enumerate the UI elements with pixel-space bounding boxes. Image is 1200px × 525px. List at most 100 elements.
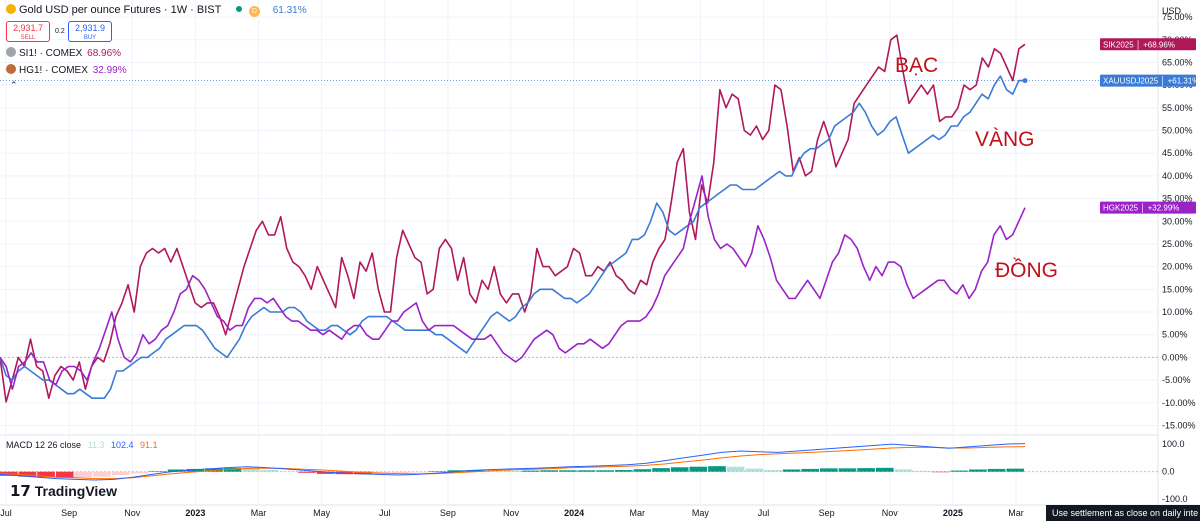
x-tick-label: Nov: [503, 508, 520, 518]
badge-layer[interactable]: SIK2025 │ +68.96% XAUUSDJ2025 │ +61.31% HG…: [1100, 38, 1199, 214]
series-annotation: BẠC: [895, 54, 938, 77]
x-tick-label: Sep: [61, 508, 77, 518]
copper-change: 32.99%: [92, 65, 127, 76]
main-title: Gold USD per ounce Futures · 1W · BIST: [19, 4, 222, 16]
macd-hist-bar: [1006, 468, 1024, 472]
buy-button[interactable]: 2,931.9 BUY: [68, 21, 112, 42]
x-tick-label: Jul: [379, 508, 391, 518]
x-tick-label: Mar: [1008, 508, 1024, 518]
series-badge[interactable]: [1100, 74, 1196, 87]
y-tick-label: 20.00%: [1162, 262, 1193, 272]
buy-label: BUY: [83, 35, 97, 41]
macd-hist-bar: [820, 468, 838, 472]
macd-hist-bar: [18, 471, 37, 477]
main-change: 61.31%: [272, 5, 307, 16]
sell-button[interactable]: 2,931.7 SELL: [6, 21, 50, 42]
tradingview-logo-text: TradingView: [34, 483, 117, 499]
macd-hist-bar: [670, 467, 689, 472]
macd-hist-bar: [521, 470, 540, 472]
macd-value-hist: 11.3: [87, 440, 105, 450]
series-badge-text: XAUUSDJ2025 │ +61.31%: [1103, 76, 1199, 87]
macd-hist-bar: [260, 470, 279, 472]
macd-hist-bar: [447, 470, 465, 472]
silver-change: 68.96%: [87, 48, 122, 59]
series-layer: [0, 34, 1028, 403]
y-tick-label: 30.00%: [1162, 216, 1193, 226]
macd-hist-bar: [540, 470, 559, 472]
x-tick-label: Jul: [758, 508, 770, 518]
settlement-note: Use settlement as close on daily inte: [1046, 505, 1200, 521]
macd-hist-bar: [37, 471, 55, 478]
y-tick-label: 40.00%: [1162, 171, 1193, 181]
macd-hist-bar: [745, 468, 764, 472]
macd-hist-bar: [391, 471, 409, 474]
x-tick-label: 2023: [185, 508, 205, 518]
macd-line: [0, 443, 1026, 481]
macd-hist-bar: [894, 469, 913, 472]
macd-hist-bar: [615, 470, 633, 472]
y-tick-label: -10.00%: [1162, 398, 1196, 408]
legend-row-main: Gold USD per ounce Futures · 1W · BIST D…: [6, 4, 307, 17]
y-tick-label: 5.00%: [1162, 330, 1188, 340]
macd-tick-label: -100.0: [1162, 494, 1188, 504]
tradingview-logo-icon: 𝟭𝟳: [10, 483, 31, 500]
x-tick-label: Sep: [819, 508, 835, 518]
y-tick-label: 75.00%: [1162, 12, 1193, 22]
x-tick-label: Sep: [440, 508, 456, 518]
macd-value-signal: 91.1: [139, 440, 158, 450]
series-line-hgk2025: [0, 175, 1026, 391]
series-badge-text: HGK2025 │ +32.99%: [1103, 203, 1179, 214]
collapse-legend-icon[interactable]: ⌃: [10, 80, 18, 90]
series-badge-text: SIK2025 │ +68.96%: [1103, 39, 1175, 50]
x-tick-label: Mar: [251, 508, 267, 518]
macd-hist-bar: [503, 470, 521, 472]
y-tick-label: 65.00%: [1162, 57, 1193, 67]
d-badge[interactable]: D: [248, 6, 260, 17]
grid-layer: [0, 0, 1158, 505]
macd-hist-bar: [354, 471, 372, 475]
macd-value-line: 102.4: [110, 440, 134, 450]
series-annotation: VÀNG: [975, 128, 1035, 151]
x-tick-label: Mar: [630, 508, 646, 518]
tradingview-logo[interactable]: 𝟭𝟳 TradingView: [10, 482, 117, 500]
x-tick-label: Jul: [0, 508, 12, 518]
x-tick-label: Nov: [124, 508, 141, 518]
silver-series-name: SI1! · COMEX: [19, 48, 83, 59]
macd-legend[interactable]: MACD 12 26 close 11.3 102.4 91.1: [6, 440, 158, 450]
macd-layer: [0, 443, 1026, 481]
price-scale-unit: USD: [1162, 6, 1182, 16]
macd-hist-bar: [111, 471, 130, 475]
macd-hist-bar: [782, 469, 801, 472]
macd-hist-bar: [242, 468, 260, 472]
macd-hist-bar: [167, 469, 186, 472]
y-tick-label: 45.00%: [1162, 148, 1193, 158]
macd-tick-label: 100.0: [1162, 439, 1185, 449]
macd-tick-label: 0.0: [1162, 467, 1175, 477]
last-point-marker: [1022, 78, 1028, 84]
legend-row-copper[interactable]: HG1! · COMEX 32.99%: [6, 64, 127, 76]
series-annotation: ĐỒNG: [995, 258, 1058, 282]
x-tick-label: May: [313, 508, 331, 518]
legend-row-silver[interactable]: SI1! · COMEX 68.96%: [6, 47, 121, 59]
y-tick-label: -15.00%: [1162, 420, 1196, 430]
macd-hist-bar: [969, 469, 987, 472]
x-tick-label: Nov: [882, 508, 899, 518]
macd-hist-bar: [950, 470, 969, 472]
macd-hist-bar: [801, 468, 819, 472]
macd-hist-bar: [130, 471, 149, 474]
macd-hist-bar: [223, 468, 242, 472]
series-badge[interactable]: [1100, 201, 1196, 214]
macd-hist-bar: [689, 466, 708, 472]
y-tick-label: 55.00%: [1162, 103, 1193, 113]
macd-label: MACD 12 26 close: [6, 440, 82, 450]
macd-hist-bar: [652, 468, 670, 472]
series-badge[interactable]: [1100, 38, 1196, 51]
series-line-sik2025: [0, 34, 1026, 403]
y-tick-label: 25.00%: [1162, 239, 1193, 249]
macd-hist-bar: [913, 470, 931, 472]
series-line-xauusdj2025: [0, 75, 1025, 400]
y-tick-label: -5.00%: [1162, 375, 1191, 385]
macd-signal-line: [0, 446, 1026, 480]
y-tick-label: 0.00%: [1162, 352, 1188, 362]
